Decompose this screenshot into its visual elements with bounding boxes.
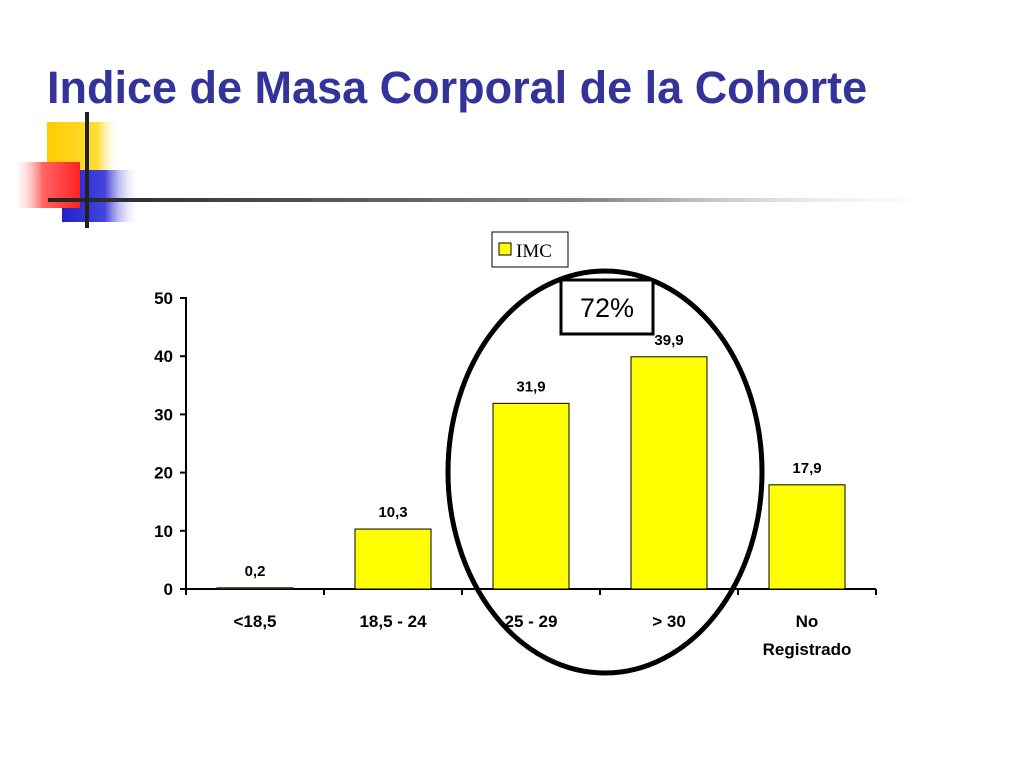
legend-label: IMC (516, 241, 552, 262)
x-tick-label: Registrado (763, 640, 852, 659)
bar (492, 402, 570, 590)
legend-swatch (498, 242, 512, 256)
data-label: 31,9 (516, 378, 545, 395)
legend: IMC (491, 231, 569, 268)
category-labels: <18,5 18,5 - 24 25 - 29 > 30 No Registrado (233, 612, 851, 659)
corner-decoration (12, 112, 968, 228)
x-axis-ticks (185, 589, 877, 595)
x-tick-label: 25 - 29 (505, 612, 558, 631)
highlight-ellipse (445, 268, 765, 676)
x-tick-label: No (796, 612, 819, 631)
data-labels: 0,2 10,3 31,9 39,9 17,9 (245, 332, 822, 580)
data-label: 39,9 (654, 332, 683, 349)
x-tick-label: <18,5 (233, 612, 276, 631)
data-label: 17,9 (792, 460, 821, 477)
y-tick-label: 40 (154, 347, 173, 366)
decor-vertical-rule (85, 112, 89, 228)
y-tick-label: 20 (154, 464, 173, 483)
x-tick-label: > 30 (652, 612, 686, 631)
bar (354, 528, 432, 590)
y-axis-ticks: 0 10 20 30 40 50 (154, 289, 186, 599)
slide-title: Indice de Masa Corporal de la Cohorte (47, 62, 868, 113)
bar (768, 484, 846, 590)
data-label: 10,3 (378, 504, 407, 521)
decor-horizontal-rule (48, 198, 968, 202)
y-tick-label: 0 (164, 580, 173, 599)
x-tick-label: 18,5 - 24 (359, 612, 427, 631)
callout-text: 72% (580, 293, 634, 323)
bar (216, 587, 294, 590)
callout-box (559, 278, 655, 336)
y-tick-label: 30 (154, 405, 173, 424)
bar (630, 356, 708, 590)
bars (216, 356, 846, 590)
y-tick-label: 50 (154, 289, 173, 308)
y-tick-label: 10 (154, 522, 173, 541)
data-label: 0,2 (245, 563, 266, 580)
